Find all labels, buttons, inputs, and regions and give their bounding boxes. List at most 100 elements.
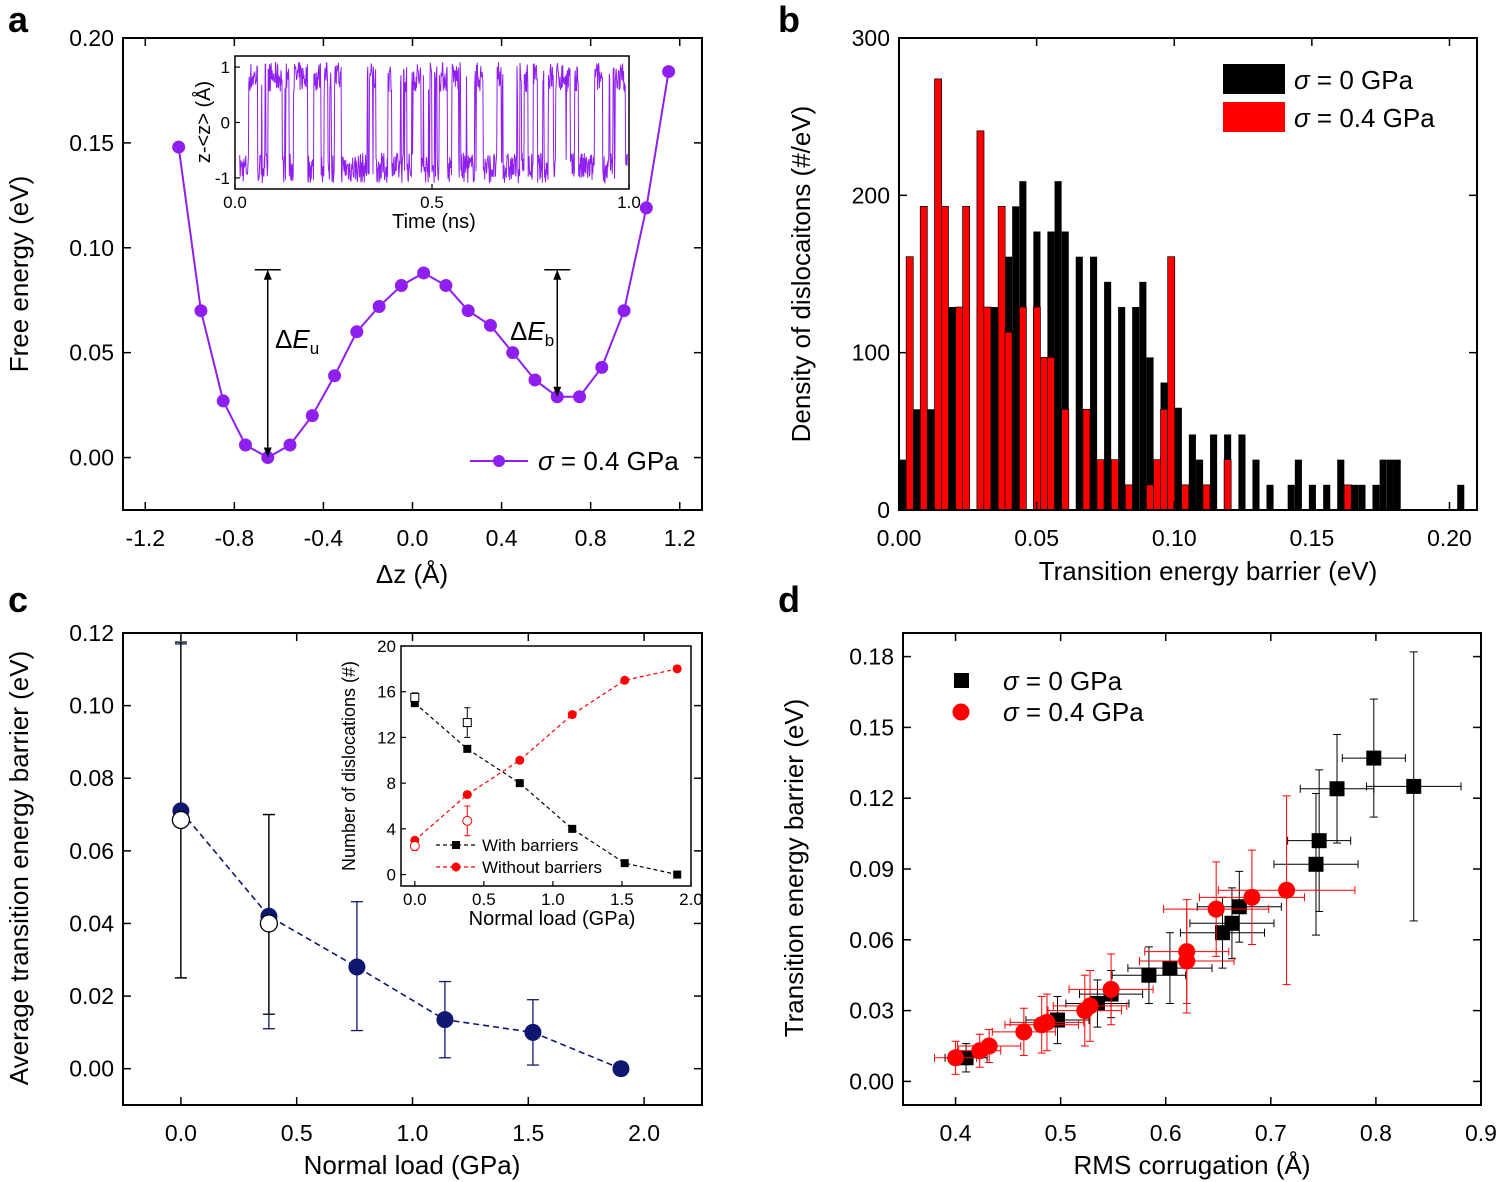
inset-without-barriers-point [672,664,682,674]
x-tick-label: 2.0 [628,1120,660,1146]
x-tick-label: 0.15 [1289,525,1334,551]
delta-e-u-label: ΔEu [275,324,319,358]
bar-sigma-0.4 [1061,408,1070,511]
x-tick-label: 0.6 [1150,1120,1182,1146]
bar-sigma-0 [1210,434,1218,510]
free-energy-point [461,304,475,318]
free-energy-point [350,325,364,339]
free-energy-point [216,394,230,408]
panel-d-legend: σ = 0 GPa σ = 0.4 GPa [952,666,1144,727]
inset-c-ylabel: Number of dislocations (#) [339,661,359,871]
panel-d-ylabel: Transition energy barrier (eV) [779,699,809,1038]
y-tick-label: 0.00 [849,1068,894,1094]
bar-sigma-0 [1238,434,1246,510]
x-tick-label: 0.0 [397,525,429,551]
bar-sigma-0.4 [1110,459,1119,511]
bar-sigma-0 [1358,484,1366,510]
bar-sigma-0 [1075,256,1083,510]
bar-sigma-0 [1393,459,1401,510]
inset-y-tick-label: 0 [387,866,396,885]
bar-sigma-0 [1188,434,1196,510]
x-tick-label: 0.8 [575,525,607,551]
panel-label-b: b [778,0,800,40]
bar-sigma-0.4 [1146,484,1154,511]
legend-swatch-b-1 [1223,102,1285,132]
y-tick-label: 0.02 [69,983,114,1009]
point-filled [348,958,366,976]
inset-x-tick-label: 0.5 [420,193,444,212]
bar-sigma-0 [1174,407,1182,510]
point-sigma-0.4 [1015,1023,1033,1041]
point-sigma-0.4 [947,1049,965,1067]
inset-with-barriers-point [568,824,577,833]
panel-d: 0.4 0.5 0.6 0.7 0.8 0.9 0.00 0.03 0.06 0.09 0.12 0.… [779,632,1497,1180]
free-energy-point [662,65,676,79]
bar-sigma-0 [1372,484,1380,510]
free-energy-point [573,390,587,404]
bar-sigma-0 [990,307,999,510]
bar-sigma-0.4 [1343,484,1352,511]
arrow-head-top-eb [553,269,562,280]
bar-sigma-0 [927,409,935,510]
inset-without-barriers-point [620,675,630,685]
x-tick-label: -0.8 [215,525,255,551]
free-energy-point [439,279,453,293]
bar-sigma-0 [1351,484,1359,510]
panel-a-legend: σ = 0.4 GPa [470,446,679,476]
y-tick-label: 0.03 [849,998,894,1024]
y-tick-label: 0.12 [849,785,894,811]
inset-y-tick-label: 16 [377,683,396,702]
legend-text-b-0: σ = 0 GPa [1294,65,1414,95]
y-tick-label: 0.12 [69,620,114,646]
bar-sigma-0 [1457,484,1465,510]
x-tick-label: 0.5 [281,1120,313,1146]
y-tick-label: 0.20 [69,25,114,51]
bar-sigma-0.4 [1124,484,1133,511]
bar-sigma-0.4 [941,205,949,511]
point-sigma-0.4 [1102,980,1120,998]
inset-legend-marker-1 [451,862,461,872]
inset-with-barriers-point [410,699,419,708]
inset-legend-text-1: Without barriers [482,858,602,877]
x-tick-label: -0.4 [304,525,344,551]
bar-sigma-0.4 [1033,306,1041,511]
arrow-head-top-eu [263,269,272,280]
bar-sigma-0.4 [955,306,964,511]
inset-legend-marker-0 [452,841,460,849]
legend-marker-a [493,455,505,467]
inset-with-barriers-point [463,744,472,753]
inset-x-tick-label: 2.0 [679,890,703,909]
free-energy-point [328,369,342,383]
y-tick-label: 0.00 [69,445,114,471]
free-energy-point [283,438,297,452]
x-tick-label: 0.7 [1255,1120,1287,1146]
bar-sigma-0.4 [962,205,971,511]
inset-open-circle [462,815,473,826]
bar-sigma-0.4 [1181,484,1190,511]
inset-c-frame [400,645,692,887]
inset-y-tick-label: -1 [215,169,230,188]
point-sigma-0 [1329,781,1345,797]
point-filled [436,1011,454,1029]
panel-label-d: d [778,579,800,620]
inset-y-tick-label: 1 [221,58,230,77]
y-tick-label: 100 [852,340,890,366]
bar-sigma-0.4 [1040,357,1048,511]
bar-sigma-0 [948,307,956,510]
free-energy-point [506,346,520,360]
panel-c-ylabel: Average transition energy barrier (eV) [4,651,34,1086]
bar-sigma-0.4 [1082,408,1091,511]
inset-a-xlabel: Time (ns) [392,211,476,233]
bar-sigma-0.4 [934,78,942,511]
x-tick-label: 0.8 [1360,1120,1392,1146]
inset-with-barriers-line [414,702,678,876]
inset-y-tick-label: 8 [387,774,396,793]
inset-y-tick-label: 20 [377,637,396,656]
bar-sigma-0 [1294,459,1302,510]
inset-x-tick-label: 0.0 [403,890,427,909]
bar-sigma-0 [1054,181,1062,510]
legend-swatch-b-0 [1223,64,1285,94]
bar-sigma-0 [913,409,921,510]
x-tick-label: 0.5 [1045,1120,1077,1146]
